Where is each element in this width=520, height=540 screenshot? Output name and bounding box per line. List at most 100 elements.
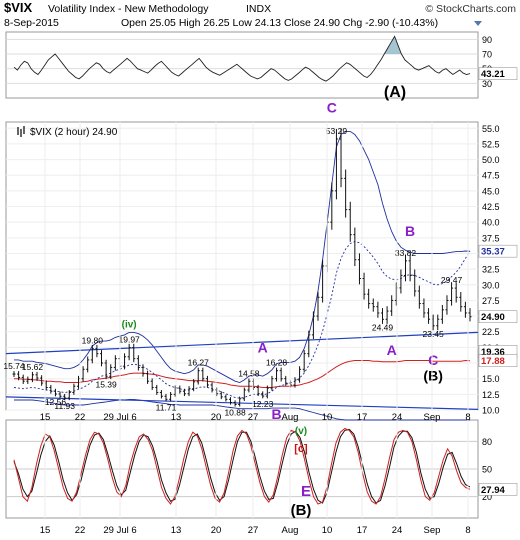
rsi-panel-frame <box>5 31 479 99</box>
price-panel: 55.052.550.047.545.042.540.037.535.032.5… <box>3 100 518 422</box>
slow-ma-line <box>14 359 471 388</box>
price-tick-42.5: 42.5 <box>482 202 500 212</box>
slow-ma-last-bg <box>478 354 518 367</box>
price-panel-frame <box>5 121 479 411</box>
wave-label-E: E <box>301 483 311 500</box>
rsi-panel: 9070503043.21 <box>6 35 518 89</box>
exchange-label: INDX <box>246 3 271 15</box>
point-label-15.39: 15.39 <box>95 379 117 389</box>
point-label-19.97: 19.97 <box>119 335 141 345</box>
x-tick-upper-3: 13 <box>171 412 182 423</box>
point-label-14.58: 14.58 <box>238 368 260 378</box>
x-tick-lower-9: 24 <box>392 525 403 536</box>
x-tick-upper-2: 29 Jul 6 <box>103 412 136 423</box>
fast-ma-last-bg <box>478 244 518 258</box>
rsi-last-value: 43.21 <box>481 69 505 80</box>
stoch-last-value-bg <box>478 483 518 496</box>
point-label-19.80: 19.80 <box>82 336 104 346</box>
x-tick-lower-2: 29 Jul 6 <box>103 525 136 536</box>
rsi-last-value-bg <box>478 67 518 80</box>
point-label-15.62: 15.62 <box>22 362 44 372</box>
x-tick-lower-0: 15 <box>40 525 51 536</box>
price-tick-12.5: 12.5 <box>482 390 500 400</box>
x-tick-upper-9: 24 <box>392 412 403 423</box>
lower-band-line <box>14 398 470 421</box>
wave-label-7: (B) <box>423 368 442 384</box>
x-tick-lower-11: 8 <box>465 525 470 536</box>
bar-chart-icon <box>17 126 25 137</box>
wave-label-3: B <box>271 406 281 422</box>
x-tick-upper-1: 22 <box>75 412 86 423</box>
upper-trend-line <box>5 331 479 355</box>
wave-label-v: (v) <box>295 426 307 437</box>
point-label-53.29: 53.29 <box>326 126 348 136</box>
price-tick-45.0: 45.0 <box>482 186 500 196</box>
x-tick-upper-10: Sep <box>424 412 441 423</box>
fast-ma-last: 35.37 <box>481 247 505 258</box>
rsi-line <box>13 35 471 82</box>
x-tick-lower-3: 13 <box>171 525 182 536</box>
rsi-tick-90: 90 <box>482 35 492 45</box>
wave-label-4: B <box>405 223 415 239</box>
point-label-11.71: 11.71 <box>156 402 177 412</box>
price-tick-10.0: 10.0 <box>482 406 500 416</box>
rsi-tick-30: 30 <box>482 79 492 89</box>
point-label-23.45: 23.45 <box>423 329 445 339</box>
price-tick-52.5: 52.5 <box>482 139 500 149</box>
wave-label-0: (iv) <box>122 319 137 330</box>
instrument-name: Volatility Index - New Methodology <box>48 3 209 15</box>
price-tick-32.5: 32.5 <box>482 265 500 275</box>
ohlc-readout: Open 25.05 High 26.25 Low 24.13 Close 24… <box>121 17 438 29</box>
date-label: 8-Sep-2015 <box>4 17 59 29</box>
x-tick-lower-8: 17 <box>357 525 368 536</box>
price-tick-37.5: 37.5 <box>482 233 500 243</box>
x-tick-lower-10: Sep <box>424 525 441 536</box>
point-label-16.28: 16.28 <box>266 358 288 368</box>
symbol-title: $VIX <box>4 0 33 15</box>
mid-ma-last: 19.36 <box>481 347 505 358</box>
price-tick-47.5: 47.5 <box>482 171 500 181</box>
x-tick-upper-8: 17 <box>357 412 368 423</box>
wave-label-B-major-stoch: (B) <box>291 502 312 519</box>
point-label-33.82: 33.82 <box>395 248 417 258</box>
x-tick-upper-7: 10 <box>322 412 333 423</box>
wave-label-6: C <box>428 352 438 368</box>
x-tick-lower-6: Aug <box>282 525 299 536</box>
chg-down-arrow-icon <box>474 21 482 26</box>
wave-label-c-bracket: [c] <box>294 443 308 455</box>
wave-label-1: C <box>327 100 337 116</box>
x-tick-upper-5: 27 <box>248 412 259 423</box>
x-tick-upper-6: Aug <box>282 412 299 423</box>
price-tick-15.0: 15.0 <box>482 374 500 384</box>
point-label-12.23: 12.23 <box>252 399 274 409</box>
price-tick-50.0: 50.0 <box>482 155 500 165</box>
wave-label-A-major: (A) <box>384 84 406 101</box>
point-label-12.56: 12.56 <box>45 397 67 407</box>
x-tick-upper-11: 8 <box>465 412 470 423</box>
last-price: 24.90 <box>481 312 505 323</box>
point-label-16.27: 16.27 <box>188 358 210 368</box>
point-label-24.49: 24.49 <box>372 322 394 332</box>
x-tick-upper-4: 20 <box>211 412 222 423</box>
stoch-tick-20: 20 <box>482 492 492 502</box>
wave-label-2: A <box>258 339 268 355</box>
point-label-15.74: 15.74 <box>3 361 25 371</box>
x-tick-lower-4: 20 <box>211 525 222 536</box>
slow-ma-last: 17.88 <box>481 356 505 367</box>
rsi-tick-70: 70 <box>482 50 492 60</box>
stoch-d-line <box>13 428 471 504</box>
last-price-bg <box>478 310 518 323</box>
point-label-11.93: 11.93 <box>54 401 75 411</box>
price-tick-27.5: 27.5 <box>482 296 500 306</box>
stoch-k-line <box>13 427 471 505</box>
x-tick-lower-5: 27 <box>248 525 259 536</box>
point-label-10.88: 10.88 <box>224 407 246 417</box>
stoch-tick-50: 50 <box>482 465 492 475</box>
stoch-last-value: 27.94 <box>481 485 505 496</box>
price-panel-title: $VIX (2 hour) 24.90 <box>30 127 118 138</box>
price-tick-55.0: 55.0 <box>482 124 500 134</box>
x-axis: 15 15 22 22 29 Jul 6 29 Jul 6 13 13 20 20 27 27 Aug A… <box>40 122 471 536</box>
stoch-tick-80: 80 <box>482 437 492 447</box>
